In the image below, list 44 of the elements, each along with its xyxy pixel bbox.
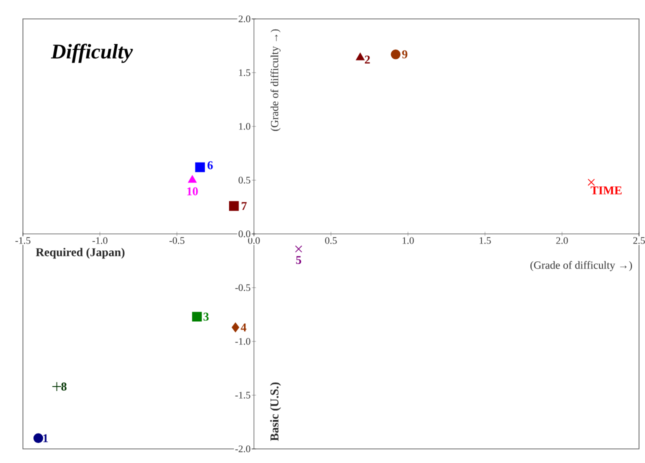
point: [356, 52, 364, 60]
series-label: 7: [242, 202, 247, 210]
series-label: 8: [61, 382, 66, 391]
series-label: 3: [204, 312, 209, 321]
series-label: TIME: [590, 186, 622, 194]
point: [33, 433, 44, 444]
y-tick-label: 0.0: [238, 230, 250, 238]
point: [188, 175, 197, 183]
series-label: 4: [240, 324, 246, 332]
x-tick-label: -1.5: [15, 237, 30, 244]
series-label: 1: [43, 434, 48, 442]
annotation: Required (Japan): [36, 248, 124, 259]
series-label: 2: [364, 56, 370, 64]
series-label: 10: [187, 187, 198, 196]
y-tick-label: 1.0: [239, 123, 250, 130]
point: [295, 245, 302, 253]
annotation: Basic (U.S.): [270, 382, 281, 441]
x-tick-label: 1.0: [402, 237, 414, 244]
y-tick-label: -1.0: [235, 338, 250, 345]
x-tick-label: 2.5: [633, 237, 645, 244]
series-label: 5: [296, 256, 302, 264]
y-tick-label: 2.0: [238, 16, 250, 22]
point: [588, 178, 595, 186]
x-tick-label: 0.5: [325, 237, 337, 244]
series-label: 9: [402, 50, 408, 58]
point: [52, 382, 62, 392]
y-tick-label: -2.0: [235, 446, 250, 452]
y-tick-label: -0.5: [235, 284, 250, 292]
point: [192, 312, 202, 322]
x-tick-label: -0.5: [169, 237, 184, 244]
point: [232, 322, 240, 332]
point: [195, 162, 205, 172]
text: Difficulty: [50, 44, 133, 63]
x-tick-label: 2.0: [556, 237, 568, 244]
point: [229, 201, 239, 211]
y-tick-label: 0.5: [238, 176, 250, 184]
x-tick-label: -1.0: [92, 237, 108, 244]
x-tick-label: 1.5: [480, 237, 491, 244]
y-tick-label: 1.5: [239, 69, 250, 76]
point: [390, 50, 401, 60]
y-axis-title: (Grade of difficulty →): [270, 29, 281, 131]
series-label: 6: [208, 161, 213, 170]
x-axis-title: (Grade of difficulty →): [530, 261, 632, 272]
y-tick-label: -1.5: [235, 392, 250, 399]
